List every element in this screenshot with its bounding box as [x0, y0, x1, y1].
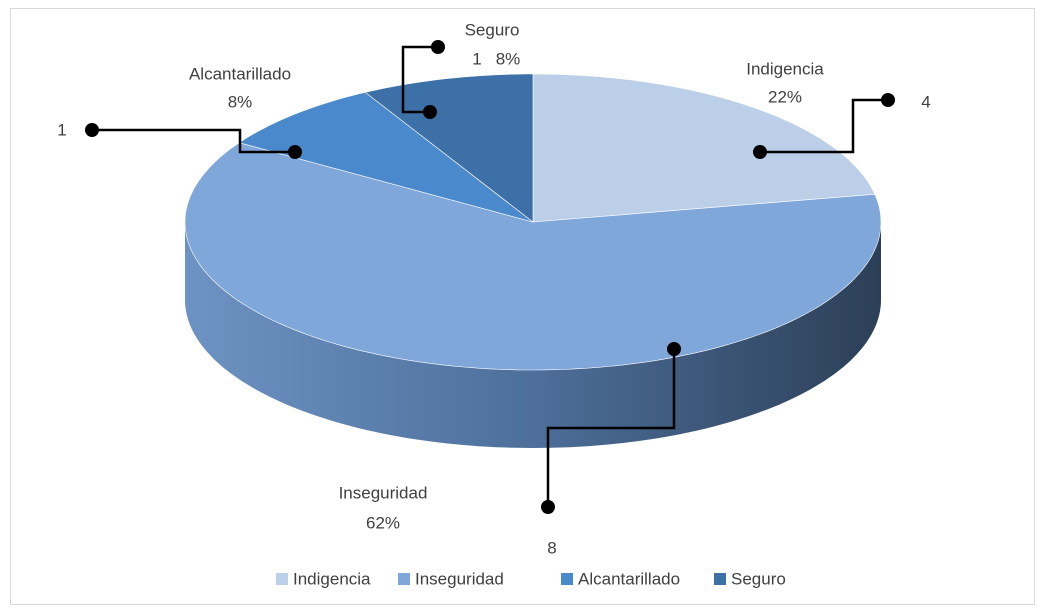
count-label: 8 [547, 538, 556, 557]
legend-label: Alcantarillado [578, 569, 680, 588]
slice [184, 142, 882, 371]
legend-label: Seguro [731, 569, 786, 588]
slice [238, 91, 534, 223]
slice-side [185, 222, 881, 448]
slice-label: Alcantarillado [189, 64, 291, 83]
value-label: 8% [496, 49, 521, 68]
pie [184, 73, 882, 448]
slice [532, 73, 876, 223]
legend: Indigencia Inseguridad Alcantarillado Segur… [276, 569, 786, 588]
legend-swatch [398, 573, 410, 585]
count-label: 1 [472, 49, 481, 68]
legend-label: Indigencia [293, 569, 371, 588]
slice-label: Seguro [465, 20, 520, 39]
slice-label: Inseguridad [339, 483, 428, 502]
count-label: 1 [57, 120, 66, 139]
legend-swatch [276, 573, 288, 585]
value-label: 8% [228, 92, 253, 111]
value-label: 22% [768, 87, 802, 106]
count-label: 4 [921, 92, 930, 111]
legend-label: Inseguridad [415, 569, 504, 588]
legend-swatch [714, 573, 726, 585]
value-label: 62% [366, 513, 400, 532]
slice-label: Indigencia [746, 59, 824, 78]
connectors [85, 40, 895, 514]
legend-swatch [561, 573, 573, 585]
